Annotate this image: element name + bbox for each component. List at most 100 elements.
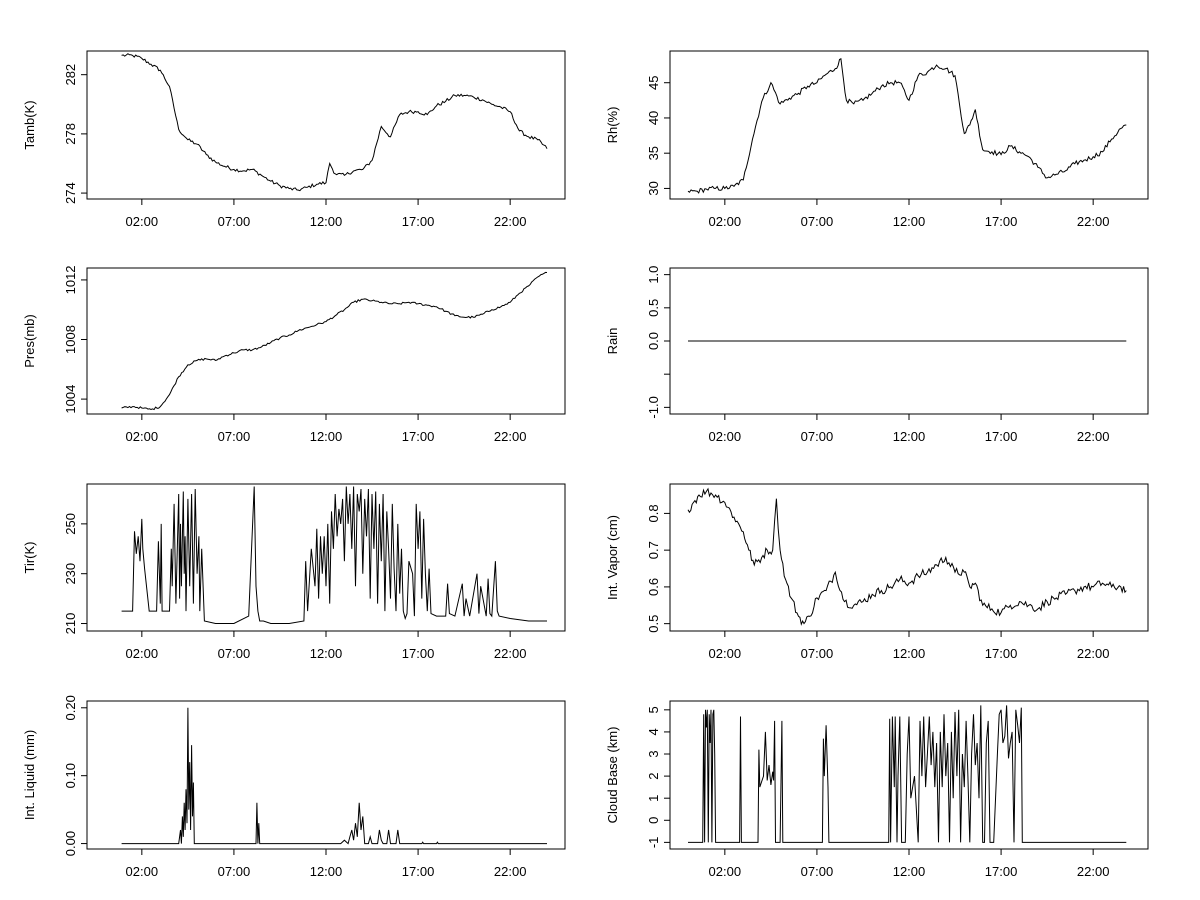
x-tick-label: 17:00 — [402, 214, 435, 229]
x-tick-label: 07:00 — [801, 646, 834, 661]
y-tick-label: 210 — [63, 613, 78, 635]
x-tick-label: 12:00 — [310, 864, 343, 879]
y-tick-label: 0.5 — [646, 615, 661, 633]
y-axis-title: Tamb(K) — [22, 100, 37, 149]
x-tick-label: 12:00 — [893, 429, 926, 444]
x-tick-label: 17:00 — [985, 646, 1018, 661]
y-axis-title: Int. Liquid (mm) — [22, 730, 37, 820]
y-tick-label: 1004 — [63, 385, 78, 414]
y-tick-label: -1.0 — [646, 396, 661, 418]
x-tick-label: 02:00 — [126, 429, 159, 444]
panel-integrated-liquid: 0.00 0.10 0.20 02:00 07:00 12:00 17:00 22:00 Int… — [22, 695, 566, 879]
x-tick-label: 22:00 — [494, 864, 527, 879]
x-tick-label: 02:00 — [126, 646, 159, 661]
series-line — [121, 271, 548, 411]
x-tick-label: 07:00 — [801, 864, 834, 879]
y-axis-title: Cloud Base (km) — [605, 727, 620, 824]
x-tick-label: 02:00 — [709, 646, 742, 661]
y-tick-label: 5 — [646, 706, 661, 713]
y-tick-label: 0.0 — [646, 332, 661, 350]
x-tick-label: 07:00 — [218, 429, 251, 444]
x-tick-label: 02:00 — [709, 429, 742, 444]
panel-integrated-vapor: 0.5 0.6 0.7 0.8 02:00 07:00 12:00 17:00 22:00 Int… — [605, 483, 1149, 661]
y-tick-label: 1.0 — [646, 266, 661, 284]
x-tick-label: 17:00 — [402, 864, 435, 879]
panel-air-temperature: 274 278 282 02:00 07:00 12:00 17:00 22:00 Tamb(K… — [22, 50, 566, 229]
x-tick-label: 02:00 — [709, 214, 742, 229]
x-tick-label: 12:00 — [310, 214, 343, 229]
y-tick-label: 45 — [646, 75, 661, 89]
y-tick-label: 35 — [646, 146, 661, 160]
y-tick-label: 274 — [63, 182, 78, 204]
plot-frame — [669, 50, 1149, 200]
panel-infrared-temperature: 210 230 250 02:00 07:00 12:00 17:00 22:00 Tir(K) — [22, 483, 566, 661]
y-tick-label: 0.10 — [63, 763, 78, 788]
series-line — [121, 486, 547, 624]
x-tick-label: 12:00 — [310, 646, 343, 661]
x-tick-label: 12:00 — [893, 646, 926, 661]
y-tick-label: 230 — [63, 563, 78, 585]
y-tick-label: 1 — [646, 795, 661, 802]
y-tick-label: 0.7 — [646, 541, 661, 559]
plot-frame — [86, 267, 566, 415]
y-axis-title: Tir(K) — [22, 541, 37, 573]
y-tick-label: 0.5 — [646, 299, 661, 317]
series-line — [121, 53, 548, 192]
series-line — [688, 705, 1127, 843]
x-tick-label: 12:00 — [893, 214, 926, 229]
y-tick-label: 40 — [646, 111, 661, 125]
y-axis-title: Int. Vapor (cm) — [605, 515, 620, 600]
x-tick-label: 07:00 — [218, 646, 251, 661]
y-tick-label: 250 — [63, 513, 78, 535]
y-axis-title: Rh(%) — [605, 107, 620, 144]
x-tick-label: 22:00 — [494, 646, 527, 661]
x-tick-label: 02:00 — [126, 864, 159, 879]
x-tick-label: 07:00 — [218, 864, 251, 879]
x-tick-label: 07:00 — [218, 214, 251, 229]
y-tick-label: 2 — [646, 772, 661, 779]
x-tick-label: 02:00 — [709, 864, 742, 879]
x-tick-label: 07:00 — [801, 214, 834, 229]
y-tick-label: 1008 — [63, 325, 78, 354]
y-tick-label: 0.20 — [63, 695, 78, 720]
x-tick-label: 22:00 — [494, 214, 527, 229]
y-tick-label: 0 — [646, 817, 661, 824]
y-tick-label: 3 — [646, 750, 661, 757]
x-tick-label: 07:00 — [801, 429, 834, 444]
x-tick-label: 17:00 — [402, 646, 435, 661]
x-tick-label: 12:00 — [893, 864, 926, 879]
series-line — [687, 487, 1127, 626]
plot-frame — [86, 700, 566, 850]
x-tick-label: 22:00 — [494, 429, 527, 444]
panel-rain: -1.0 0.0 0.5 1.0 02:00 07:00 12:00 17:00 22:00 Ra… — [605, 266, 1149, 444]
plot-frame — [669, 483, 1149, 632]
y-tick-label: 282 — [63, 64, 78, 86]
x-tick-label: 22:00 — [1077, 864, 1110, 879]
x-tick-label: 22:00 — [1077, 646, 1110, 661]
panel-pressure: 1004 1008 1012 02:00 07:00 12:00 17:00 22:00 Pre… — [22, 265, 566, 444]
panel-cloud-base: -1 0 1 2 3 4 5 02:00 07:00 12:00 17:00 22:00 Cloud B… — [605, 700, 1149, 879]
x-tick-label: 17:00 — [402, 429, 435, 444]
x-tick-label: 12:00 — [310, 429, 343, 444]
plot-frame — [86, 50, 566, 200]
y-axis-title: Rain — [605, 328, 620, 355]
y-tick-label: 0.8 — [646, 504, 661, 522]
series-line — [121, 707, 547, 845]
y-tick-label: 1012 — [63, 265, 78, 294]
y-tick-label: 0.00 — [63, 831, 78, 856]
x-tick-label: 17:00 — [985, 214, 1018, 229]
y-tick-label: 0.6 — [646, 578, 661, 596]
x-tick-label: 17:00 — [985, 864, 1018, 879]
x-tick-label: 22:00 — [1077, 214, 1110, 229]
x-tick-label: 02:00 — [126, 214, 159, 229]
y-tick-label: 4 — [646, 728, 661, 735]
y-tick-label: -1 — [646, 837, 661, 849]
y-axis-title: Pres(mb) — [22, 314, 37, 367]
panel-relative-humidity: 30 35 40 45 02:00 07:00 12:00 17:00 22:00 Rh(%) — [605, 50, 1149, 229]
x-tick-label: 22:00 — [1077, 429, 1110, 444]
y-tick-label: 278 — [63, 123, 78, 145]
series-line — [687, 58, 1127, 194]
y-tick-label: 30 — [646, 181, 661, 195]
x-tick-label: 17:00 — [985, 429, 1018, 444]
